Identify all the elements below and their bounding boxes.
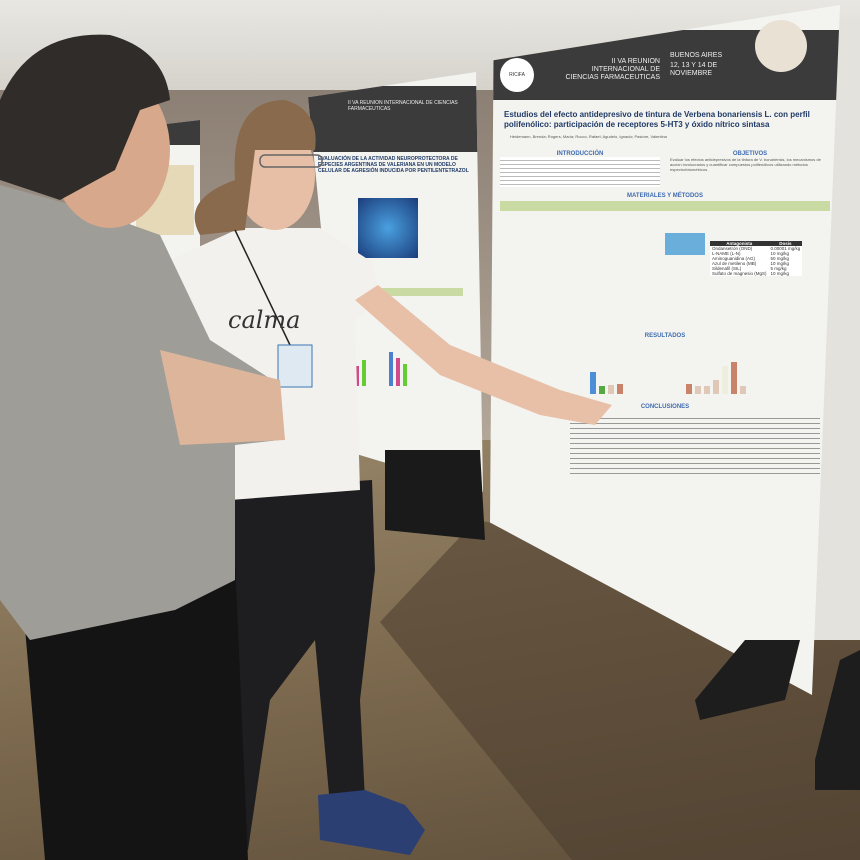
- poster-authors: Heidemann, Brenda; Rogers, María; Rocco,…: [510, 134, 667, 139]
- objectives-heading: OBJETIVOS: [732, 151, 768, 157]
- poster-title: Estudios del efecto antidepresivo de tin…: [504, 110, 810, 129]
- lanyard: [234, 229, 291, 346]
- event-dates: 12, 13 Y 14 DE NOVIEMBRE: [670, 62, 718, 77]
- results-heading: RESULTADOS: [644, 333, 686, 339]
- brain-image: [358, 198, 418, 258]
- shirt-text: calma: [228, 306, 301, 334]
- man-shirt: [0, 185, 280, 640]
- woman-shirt: [160, 228, 380, 500]
- woman-glasses: [259, 154, 323, 168]
- background-person-shoe: [695, 640, 800, 720]
- antagonist-table: Antagonista Dosis Ondansetrón (OND) 0.0000…: [710, 241, 803, 276]
- poster-mid-title: EVALUACIÓN DE LA ACTIVIDAD NEUROPROTECTO…: [318, 156, 469, 174]
- objectives-text: Evaluar los efectos antidepresivos de la…: [670, 157, 821, 172]
- background-person-skirt: [385, 450, 485, 540]
- results-charts: [490, 339, 840, 394]
- woman-pointing-arm: [355, 285, 612, 425]
- event-name: II VA REUNION INTERNACIONAL DE CIENCIAS …: [565, 58, 660, 81]
- name-badge: [277, 344, 313, 388]
- methods-heading: MATERIALES Y MÉTODOS: [627, 193, 703, 199]
- woman-shoe: [318, 790, 425, 855]
- man-crossed-arms: [160, 350, 285, 445]
- woman-pants: [225, 480, 375, 850]
- presenter-photo: [755, 20, 807, 72]
- man-hair: [0, 34, 170, 201]
- ricifa-logo: RICiFA: [500, 58, 534, 92]
- woman-hair: [194, 100, 316, 235]
- swim-test-tank: [665, 233, 705, 255]
- man-pants: [20, 560, 248, 860]
- poster-mid-header: II VA REUNION INTERNACIONAL DE CIENCIAS …: [308, 86, 483, 152]
- event-location: BUENOS AIRES: [670, 52, 723, 59]
- conclusions-heading: CONCLUSIONES: [640, 404, 690, 410]
- background-person-shoe: [815, 650, 860, 790]
- intro-heading: INTRODUCCIÓN: [556, 151, 604, 157]
